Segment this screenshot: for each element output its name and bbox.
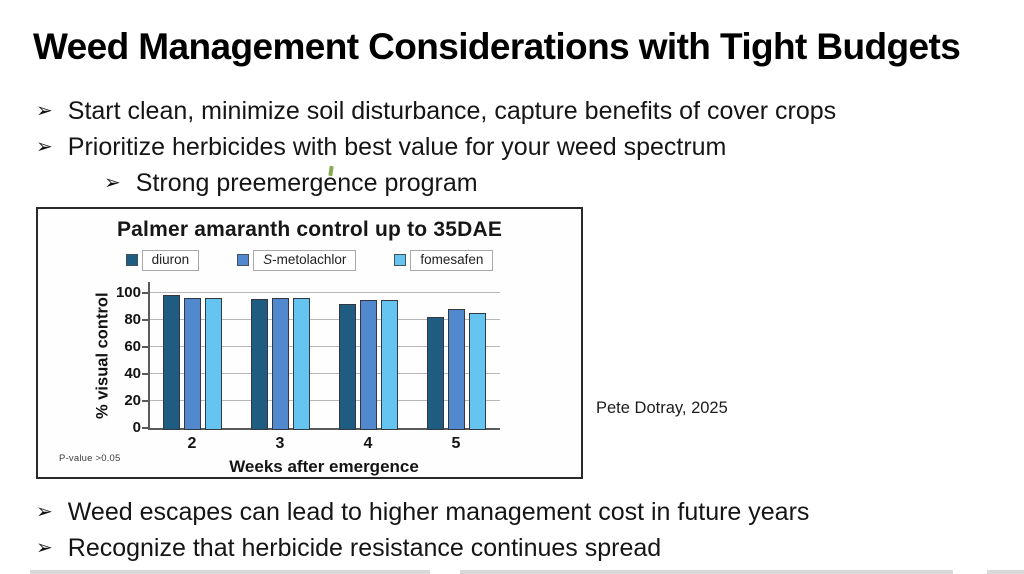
- bar-group: [236, 282, 324, 430]
- bar-group: [324, 282, 412, 430]
- legend-label: fomesafen: [410, 249, 494, 271]
- legend-item: fomesafen: [394, 249, 494, 271]
- bar-group: [412, 282, 500, 430]
- gridline: [150, 319, 500, 320]
- bar-s-metolachlor: [183, 297, 201, 430]
- y-tick-mark: [142, 373, 150, 375]
- bar-diuron: [338, 304, 356, 430]
- bullet-item: ➢ Recognize that herbicide resistance co…: [36, 533, 661, 563]
- bullet-subitem: ➢ Strong preemergence program: [104, 168, 478, 198]
- chart-title: Palmer amaranth control up to 35DAE: [116, 218, 503, 241]
- bullet-arrow-icon: ➢: [36, 537, 53, 559]
- bar-groups: [148, 282, 500, 430]
- cropped-line-artifact: [987, 570, 1024, 574]
- bullet-item: ➢ Prioritize herbicides with best value …: [36, 132, 726, 162]
- y-tick-mark: [142, 400, 150, 402]
- bar-fomesafen: [204, 297, 222, 430]
- bullet-arrow-icon: ➢: [36, 136, 53, 158]
- cropped-line-artifact: [460, 570, 953, 574]
- bar-diuron: [426, 316, 444, 430]
- gridline: [150, 373, 500, 374]
- bullet-text: Start clean, minimize soil disturbance, …: [67, 97, 837, 125]
- plot-area: 0 20 40 60 80 100: [116, 282, 500, 436]
- chart-panel: Palmer amaranth control up to 35DAE diur…: [36, 207, 583, 479]
- bar-diuron: [250, 299, 268, 430]
- bar-fomesafen: [380, 300, 398, 430]
- y-tick-label: 60: [124, 338, 141, 355]
- cropped-line-artifact: [30, 570, 430, 574]
- chart-legend: diuron S-metolachlor fomesafen: [38, 249, 581, 271]
- attribution-text: Pete Dotray, 2025: [596, 399, 728, 417]
- y-tick-mark: [142, 292, 150, 294]
- y-tick-label: 80: [124, 311, 141, 328]
- bar-s-metolachlor: [359, 300, 377, 430]
- bullet-text: Strong preemergence program: [135, 169, 478, 197]
- bar-fomesafen: [468, 312, 486, 430]
- bullet-arrow-icon: ➢: [104, 172, 121, 194]
- bar-diuron: [162, 295, 180, 430]
- legend-item: S-metolachlor: [237, 249, 357, 271]
- gridline: [150, 400, 500, 401]
- legend-label: diuron: [141, 249, 200, 271]
- legend-swatch: [125, 254, 138, 266]
- bullet-item: ➢ Start clean, minimize soil disturbance…: [36, 96, 836, 126]
- bullet-text: Weed escapes can lead to higher manageme…: [67, 498, 810, 526]
- y-tick-label: 0: [132, 419, 141, 436]
- bar-s-metolachlor: [447, 308, 465, 430]
- bullet-item: ➢ Weed escapes can lead to higher manage…: [36, 497, 809, 527]
- gridline: [150, 292, 500, 293]
- p-value-note: P-value >0.05: [59, 453, 121, 464]
- y-tick-label: 20: [124, 392, 141, 409]
- legend-item: diuron: [125, 249, 200, 271]
- x-tick-label: 2: [187, 435, 197, 452]
- x-tick-row: 2 3 4 5: [148, 435, 500, 453]
- bullet-arrow-icon: ➢: [36, 501, 53, 523]
- bullet-text: Prioritize herbicides with best value fo…: [67, 133, 727, 161]
- bar-group: [148, 282, 236, 430]
- y-tick-mark: [142, 319, 150, 321]
- gridline: [150, 346, 500, 347]
- bullet-text: Recognize that herbicide resistance cont…: [67, 534, 662, 562]
- x-tick-label: 4: [363, 435, 373, 452]
- legend-swatch: [394, 254, 407, 266]
- y-tick-mark: [142, 346, 150, 348]
- x-axis-label: Weeks after emergence: [229, 457, 419, 476]
- y-tick-label: 100: [115, 284, 141, 301]
- page-title: Weed Management Considerations with Tigh…: [33, 26, 961, 67]
- y-tick-label: 40: [124, 365, 141, 382]
- y-tick-mark: [142, 427, 150, 429]
- bar-fomesafen: [292, 297, 310, 430]
- bar-s-metolachlor: [271, 297, 289, 430]
- legend-label: S-metolachlor: [253, 249, 357, 271]
- legend-swatch: [237, 254, 250, 266]
- bullet-arrow-icon: ➢: [36, 100, 53, 122]
- x-tick-label: 3: [275, 435, 285, 452]
- x-tick-label: 5: [451, 435, 461, 452]
